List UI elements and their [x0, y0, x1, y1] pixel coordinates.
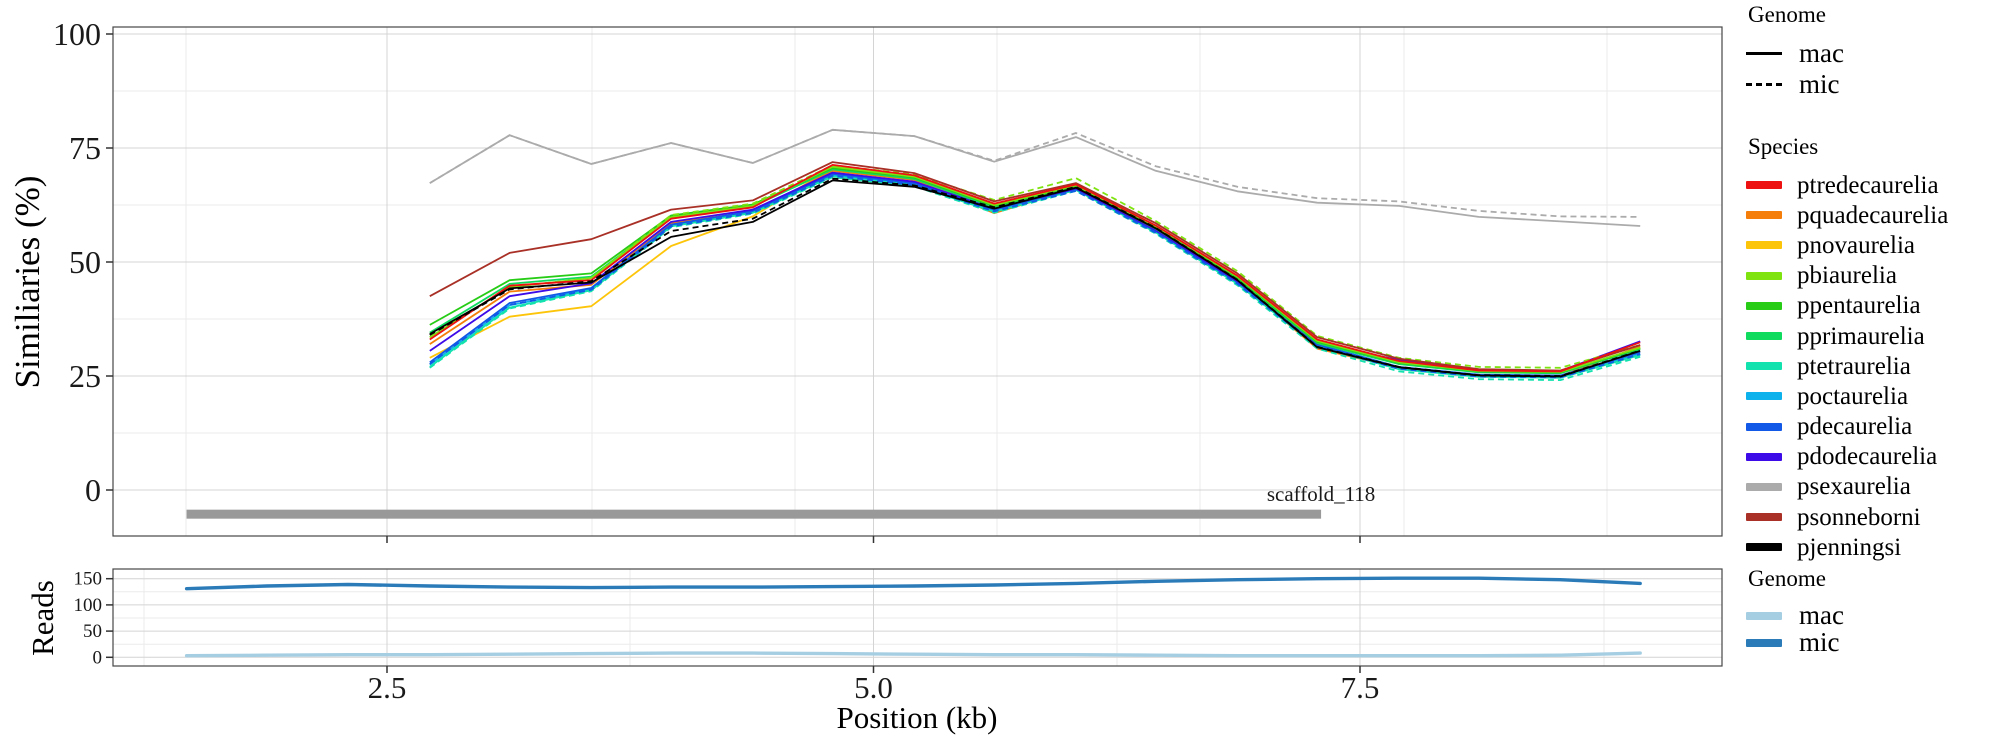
- reads-panel-border: [112, 568, 1723, 667]
- y-tick-label-similarity: 0: [85, 472, 101, 508]
- legend-item-label: mic: [1799, 69, 1840, 99]
- legend-item-label: ptetraurelia: [1797, 352, 1911, 380]
- series-line-pdecaurelia-mic: [429, 174, 1641, 379]
- series-line-psonneborni-mac: [429, 161, 1641, 372]
- legend-item-label: ptredecaurelia: [1797, 171, 1939, 199]
- similarity-panel-border: [112, 26, 1723, 537]
- y-tick-label-similarity: 25: [69, 358, 101, 394]
- legend-bottom: Genome mac mic: [1746, 564, 1998, 656]
- legend-genome-items: mac mic: [1746, 38, 1998, 100]
- x-tick-label: 7.5: [1341, 670, 1380, 705]
- legend-item-species-poctaurelia: poctaurelia: [1746, 381, 1998, 411]
- legend-item-species-psonneborni: psonneborni: [1746, 502, 1998, 532]
- x-axis-title: Position (kb): [836, 700, 998, 735]
- color-swatch-icon: [1746, 301, 1782, 310]
- legend-item-reads-mac: mac: [1746, 602, 1998, 629]
- series-line-pbiaurelia-mic: [429, 164, 1641, 369]
- color-swatch-icon: [1746, 611, 1782, 620]
- legend-bottom-genome-title: Genome: [1748, 566, 1826, 591]
- legend-item-label: poctaurelia: [1797, 382, 1909, 410]
- y-tick-label-similarity: 50: [69, 244, 101, 280]
- legend-top: Genome mac mic Species ptredecaurelia pqua…: [1746, 0, 1998, 562]
- y-tick-label-reads: 50: [83, 621, 102, 642]
- y-tick-label-reads: 0: [93, 647, 103, 668]
- solid-line-key-icon: [1746, 52, 1782, 55]
- legend-bottom-items: mac mic: [1746, 602, 1998, 656]
- x-tick-label: 5.0: [854, 670, 893, 705]
- y-axis-title-reads: Reads: [25, 580, 60, 656]
- legend-item-label: mac: [1799, 600, 1844, 630]
- color-swatch-icon: [1746, 181, 1782, 190]
- legend-item-reads-mic: mic: [1746, 629, 1998, 656]
- scaffold-bar: [186, 509, 1322, 519]
- legend-item-species-pjenningsi: pjenningsi: [1746, 532, 1998, 562]
- x-tick-label: 2.5: [368, 670, 407, 705]
- legend-item-species-pdodecaurelia: pdodecaurelia: [1746, 442, 1998, 472]
- legend-item-label: mac: [1799, 38, 1844, 68]
- color-swatch-icon: [1746, 543, 1782, 552]
- color-swatch-icon: [1746, 241, 1782, 250]
- legend-item-species-pprimaurelia: pprimaurelia: [1746, 321, 1998, 351]
- legend-item-species-ptetraurelia: ptetraurelia: [1746, 351, 1998, 381]
- legend-item-species-pquadecaurelia: pquadecaurelia: [1746, 200, 1998, 230]
- color-swatch-icon: [1746, 452, 1782, 461]
- scaffold-label: scaffold_118: [1267, 482, 1375, 506]
- color-swatch-icon: [1746, 211, 1782, 220]
- legend-item-genome-mic: mic: [1746, 69, 1998, 100]
- legend-item-genome-mac: mac: [1746, 38, 1998, 69]
- legend-item-species-pdecaurelia: pdecaurelia: [1746, 412, 1998, 442]
- legend-item-label: mic: [1799, 627, 1840, 657]
- similarity-panel-bg: [113, 27, 1722, 536]
- y-axis-title-similarity: Similiaries (%): [8, 175, 47, 389]
- color-swatch-icon: [1746, 362, 1782, 371]
- legend-item-label: psonneborni: [1797, 503, 1921, 531]
- legend-species-title: Species: [1748, 134, 1819, 159]
- legend-item-species-ptredecaurelia: ptredecaurelia: [1746, 170, 1998, 200]
- color-swatch-icon: [1746, 422, 1782, 431]
- reads-line-mac: [184, 651, 1642, 658]
- legend-item-species-ppentaurelia: ppentaurelia: [1746, 291, 1998, 321]
- color-swatch-icon: [1746, 271, 1782, 280]
- y-tick-label-similarity: 75: [69, 130, 101, 166]
- legend-item-species-psexaurelia: psexaurelia: [1746, 472, 1998, 502]
- legend-item-label: pdecaurelia: [1797, 413, 1913, 441]
- legend-item-label: pdodecaurelia: [1797, 443, 1938, 471]
- y-tick-label-reads: 150: [74, 569, 103, 590]
- legend-genome-title: Genome: [1748, 2, 1826, 27]
- color-swatch-icon: [1746, 332, 1782, 341]
- legend-item-label: pjenningsi: [1797, 533, 1902, 561]
- color-swatch-icon: [1746, 482, 1782, 491]
- legend-item-label: pnovaurelia: [1797, 231, 1916, 259]
- dashed-line-key-icon: [1746, 83, 1782, 86]
- legend-item-label: pprimaurelia: [1797, 322, 1925, 350]
- y-tick-label-reads: 100: [74, 595, 103, 616]
- color-swatch-icon: [1746, 513, 1782, 522]
- color-swatch-icon: [1746, 638, 1782, 647]
- legend-item-label: ppentaurelia: [1797, 292, 1921, 320]
- series-line-ptredecaurelia-mac: [429, 163, 1641, 373]
- legend-item-label: pbiaurelia: [1797, 262, 1897, 290]
- legend-species-items: ptredecaurelia pquadecaurelia pnovaurelia p…: [1746, 170, 1998, 562]
- y-tick-label-similarity: 100: [53, 16, 101, 52]
- legend-item-species-pbiaurelia: pbiaurelia: [1746, 261, 1998, 291]
- legend-item-label: pquadecaurelia: [1797, 201, 1949, 229]
- series-line-pjenningsi-mic: [429, 177, 1641, 377]
- reads-line-mic: [184, 576, 1642, 591]
- color-swatch-icon: [1746, 392, 1782, 401]
- legend-item-label: psexaurelia: [1797, 473, 1911, 501]
- series-line-psexaurelia-mic: [429, 128, 1641, 218]
- legend-item-species-pnovaurelia: pnovaurelia: [1746, 230, 1998, 260]
